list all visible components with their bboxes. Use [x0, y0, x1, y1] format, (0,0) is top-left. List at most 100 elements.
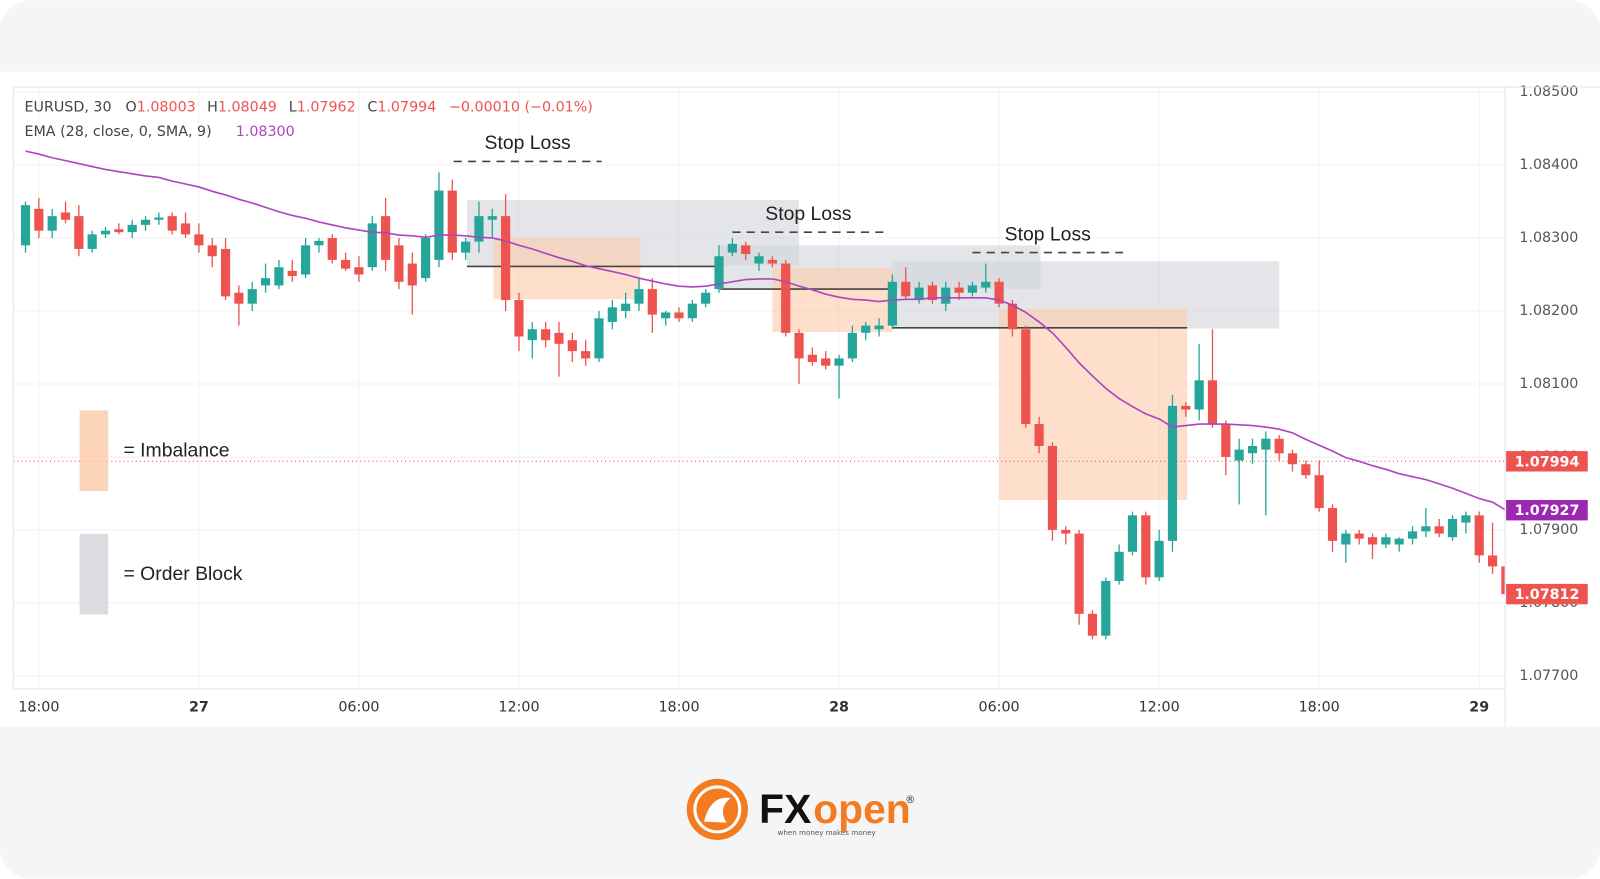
candle-body [341, 259, 351, 269]
x-tick-label: 29 [1469, 699, 1489, 715]
candle-body [1314, 475, 1324, 509]
candle-body [981, 281, 991, 288]
candle-body [421, 238, 431, 279]
logo-emblem-figure [704, 797, 731, 823]
candle-body [180, 223, 191, 235]
candle-body [887, 281, 897, 326]
candle-body [1474, 515, 1484, 556]
stop-loss-label: Stop Loss [765, 203, 851, 225]
candle-body [821, 358, 831, 366]
candle-body [634, 289, 644, 304]
candle-body [501, 216, 511, 301]
candle-body [847, 332, 857, 359]
candle-body [194, 234, 204, 246]
logo-tagline: when money makes money [778, 828, 876, 837]
candle-body [300, 245, 311, 275]
logo-registered: ® [905, 795, 915, 806]
x-tick-label: 12:00 [1139, 699, 1180, 715]
candle-body [140, 219, 151, 225]
candle-body [74, 216, 84, 249]
price-marker [1506, 583, 1588, 605]
candle-body [1501, 566, 1506, 595]
y-tick-label: 1.08500 [1519, 84, 1578, 100]
candle-body [1021, 329, 1031, 425]
ema-value: 1.08300 [236, 124, 295, 140]
field-key: O [126, 99, 137, 115]
y-tick-label: 1.08200 [1519, 303, 1578, 319]
candle-body [807, 354, 817, 363]
candle-body [1074, 533, 1084, 614]
y-tick-label: 1.07900 [1519, 522, 1578, 538]
candle-body [1394, 538, 1404, 545]
change: −0.00010 (−0.01%) [449, 99, 593, 115]
candle-body [1421, 526, 1431, 532]
candle-body [541, 329, 551, 341]
candle-body [1341, 533, 1351, 545]
candle-body [1301, 464, 1311, 476]
chart-panel [0, 71, 1600, 727]
candle-body [127, 224, 137, 233]
candle-body [741, 245, 751, 255]
logo-emblem-ring [693, 785, 742, 834]
stop-loss-label: Stop Loss [485, 132, 571, 154]
candle-body [60, 212, 71, 220]
candle-body [1234, 449, 1244, 461]
candle-body [220, 248, 231, 297]
candle-body [781, 263, 791, 333]
candle-body [1114, 551, 1124, 581]
logo: FX open ® when money makes money [686, 778, 915, 841]
candle-body [727, 243, 737, 253]
candle-body [247, 289, 257, 304]
field-value: 1.07962 [297, 99, 356, 115]
candle-body [100, 230, 111, 235]
candle-body [701, 292, 711, 304]
candle-body [941, 287, 951, 304]
candle-body [514, 300, 524, 337]
candle-body [461, 241, 471, 253]
candle-body [1141, 515, 1151, 578]
x-tick-label: 28 [829, 699, 849, 715]
y-tick-label: 1.08400 [1519, 157, 1578, 173]
price-marker-label: 1.07927 [1514, 503, 1579, 519]
field-value: 1.08049 [218, 99, 277, 115]
candle-body [314, 240, 324, 246]
candle-body [767, 259, 777, 264]
candle-body [527, 329, 537, 341]
candle-body [1367, 537, 1378, 545]
x-tick-label: 12:00 [498, 699, 539, 715]
y-tick-label: 1.08100 [1519, 376, 1578, 392]
candle-body [260, 278, 271, 286]
candle-body [661, 312, 671, 319]
y-tick-label: 1.08300 [1519, 230, 1578, 246]
candle-body [1247, 445, 1258, 454]
candle-body [47, 216, 57, 231]
stop-loss-label: Stop Loss [1005, 223, 1091, 245]
candle-body [1287, 453, 1298, 465]
candle-body [381, 216, 391, 260]
candle-body [994, 281, 1004, 304]
price-marker-label: 1.07812 [1514, 587, 1579, 603]
candle-body [607, 307, 617, 322]
x-tick-label: 06:00 [979, 699, 1020, 715]
candle-body [861, 325, 871, 333]
candle-body [234, 292, 244, 304]
zone [493, 237, 641, 300]
candle-body [447, 190, 457, 253]
x-tick-label: 18:00 [658, 699, 699, 715]
candle-body [1101, 580, 1111, 636]
candle-body [1047, 445, 1058, 530]
candle-body [594, 318, 604, 359]
candle-body [1274, 438, 1284, 454]
candle-body [1127, 515, 1138, 552]
candle-body [874, 325, 884, 330]
candle-body [394, 245, 404, 282]
candle-body [1461, 515, 1471, 523]
candle-body [1487, 555, 1498, 567]
candle-body [1007, 303, 1018, 330]
legend-label: = Order Block [123, 563, 242, 585]
candle-body [1354, 533, 1364, 539]
candle-body [154, 217, 164, 220]
candle-body [274, 267, 284, 286]
candle-body [1447, 518, 1458, 538]
